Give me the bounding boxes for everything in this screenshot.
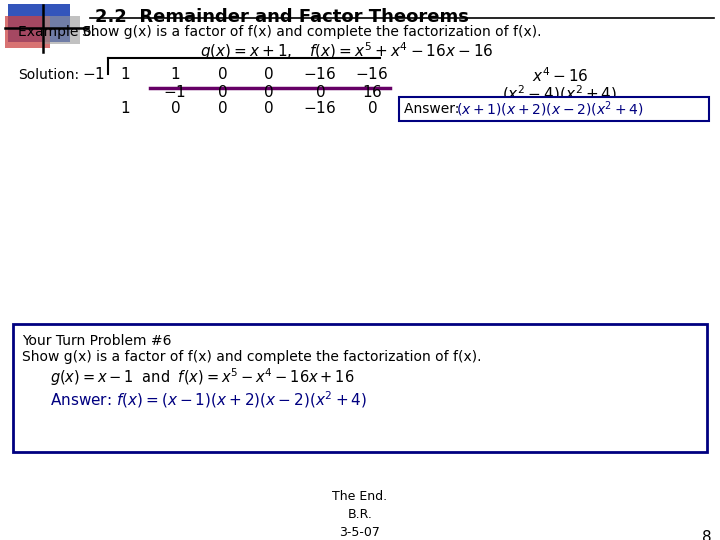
Text: 8: 8 xyxy=(703,530,712,540)
Text: Answer: $f(x) = (x-1)(x+2)(x-2)(x^2+4)$: Answer: $f(x) = (x-1)(x+2)(x-2)(x^2+4)$ xyxy=(50,389,367,410)
Bar xyxy=(42,16,80,44)
Text: The End.
B.R.
3-5-07: The End. B.R. 3-5-07 xyxy=(333,490,387,539)
Text: $(x+1)(x+2)(x-2)(x^2+4)$: $(x+1)(x+2)(x-2)(x^2+4)$ xyxy=(456,99,644,119)
Text: $-1$: $-1$ xyxy=(82,66,105,82)
FancyBboxPatch shape xyxy=(399,97,709,121)
Text: $g(x)= x+1, \quad f(x) = x^5 + x^4 - 16x - 16$: $g(x)= x+1, \quad f(x) = x^5 + x^4 - 16x… xyxy=(200,40,493,62)
Text: $1$: $1$ xyxy=(120,66,130,82)
Text: $(x+2)(x-2)(x^2+4)$: $(x+2)(x-2)(x^2+4)$ xyxy=(482,100,639,121)
Text: $1$: $1$ xyxy=(120,100,130,116)
Text: Your Turn Problem #6: Your Turn Problem #6 xyxy=(22,334,171,348)
Bar xyxy=(5,16,50,48)
Text: $0$: $0$ xyxy=(263,100,274,116)
Text: $0$: $0$ xyxy=(315,84,325,100)
Text: $x^4-16$: $x^4-16$ xyxy=(531,66,588,85)
Text: $-1$: $-1$ xyxy=(163,84,186,100)
Text: $-16$: $-16$ xyxy=(303,66,337,82)
Text: $0$: $0$ xyxy=(366,100,377,116)
Text: Show g(x) is a factor of f(x) and complete the factorization of f(x).: Show g(x) is a factor of f(x) and comple… xyxy=(22,350,482,364)
Text: $0$: $0$ xyxy=(217,100,228,116)
Text: $-16$: $-16$ xyxy=(356,66,389,82)
FancyBboxPatch shape xyxy=(13,324,707,452)
Text: $0$: $0$ xyxy=(263,84,274,100)
Text: $16$: $16$ xyxy=(361,84,382,100)
Text: $0$: $0$ xyxy=(170,100,180,116)
Text: $0$: $0$ xyxy=(217,84,228,100)
Bar xyxy=(8,4,70,42)
Text: $0$: $0$ xyxy=(217,66,228,82)
Text: $(x^2-4)(x^2+4)$: $(x^2-4)(x^2+4)$ xyxy=(503,83,618,104)
Text: Solution:: Solution: xyxy=(18,68,79,82)
Text: Answer:: Answer: xyxy=(404,102,468,116)
Text: $0$: $0$ xyxy=(263,66,274,82)
Text: $1$: $1$ xyxy=(170,66,180,82)
Text: Show g(x) is a factor of f(x) and complete the factorization of f(x).: Show g(x) is a factor of f(x) and comple… xyxy=(82,25,541,39)
Text: 2.2  Remainder and Factor Theorems: 2.2 Remainder and Factor Theorems xyxy=(95,8,469,26)
Text: $g(x) = x-1 \;$ and $\; f(x) = x^5 - x^4 - 16x+16$: $g(x) = x-1 \;$ and $\; f(x) = x^5 - x^4… xyxy=(50,366,355,388)
Text: $-16$: $-16$ xyxy=(303,100,337,116)
Text: Example 6.: Example 6. xyxy=(18,25,96,39)
